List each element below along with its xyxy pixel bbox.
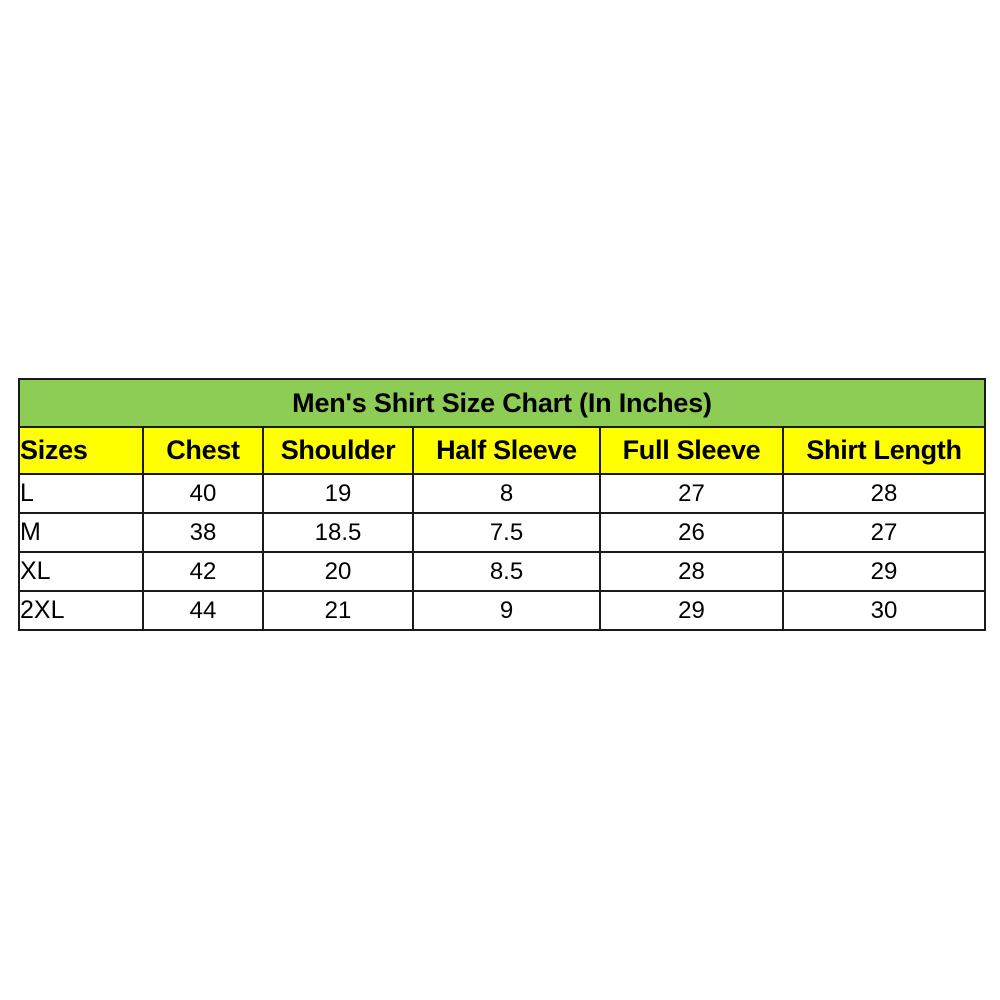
chart-title-row: Men's Shirt Size Chart (In Inches) xyxy=(17,378,987,428)
cell-shoulder: 21 xyxy=(262,590,414,631)
cell-full-sleeve: 26 xyxy=(599,512,784,553)
cell-size: XL xyxy=(18,551,144,592)
chart-title: Men's Shirt Size Chart (In Inches) xyxy=(17,378,987,428)
cell-half-sleeve: 8 xyxy=(412,473,601,514)
cell-shirt-length: 29 xyxy=(781,551,987,592)
size-chart-table: Men's Shirt Size Chart (In Inches) Sizes… xyxy=(17,378,987,631)
column-header-shirt-length: Shirt Length xyxy=(781,426,987,475)
cell-half-sleeve: 8.5 xyxy=(412,551,601,592)
column-header-chest: Chest xyxy=(142,426,264,475)
cell-full-sleeve: 27 xyxy=(599,473,784,514)
cell-shoulder: 19 xyxy=(262,473,414,514)
table-row: 2XL 44 21 9 29 30 xyxy=(18,590,987,631)
cell-chest: 44 xyxy=(142,590,264,631)
cell-chest: 42 xyxy=(142,551,264,592)
cell-size: 2XL xyxy=(18,590,144,631)
cell-shoulder: 18.5 xyxy=(262,512,414,553)
column-header-sizes: Sizes xyxy=(18,426,144,475)
table-row: M 38 18.5 7.5 26 27 xyxy=(18,512,987,553)
table-row: L 40 19 8 27 28 xyxy=(18,473,987,514)
column-header-full-sleeve: Full Sleeve xyxy=(599,426,784,475)
cell-chest: 38 xyxy=(142,512,264,553)
cell-size: L xyxy=(18,473,144,514)
column-header-row: Sizes Chest Shoulder Half Sleeve Full Sl… xyxy=(18,426,987,475)
column-header-shoulder: Shoulder xyxy=(262,426,414,475)
cell-size: M xyxy=(18,512,144,553)
cell-shoulder: 20 xyxy=(262,551,414,592)
cell-full-sleeve: 29 xyxy=(599,590,784,631)
cell-half-sleeve: 9 xyxy=(412,590,601,631)
cell-full-sleeve: 28 xyxy=(599,551,784,592)
cell-shirt-length: 27 xyxy=(781,512,987,553)
cell-chest: 40 xyxy=(142,473,264,514)
cell-shirt-length: 30 xyxy=(781,590,987,631)
column-header-half-sleeve: Half Sleeve xyxy=(412,426,601,475)
cell-shirt-length: 28 xyxy=(781,473,987,514)
cell-half-sleeve: 7.5 xyxy=(412,512,601,553)
table-row: XL 42 20 8.5 28 29 xyxy=(18,551,987,592)
